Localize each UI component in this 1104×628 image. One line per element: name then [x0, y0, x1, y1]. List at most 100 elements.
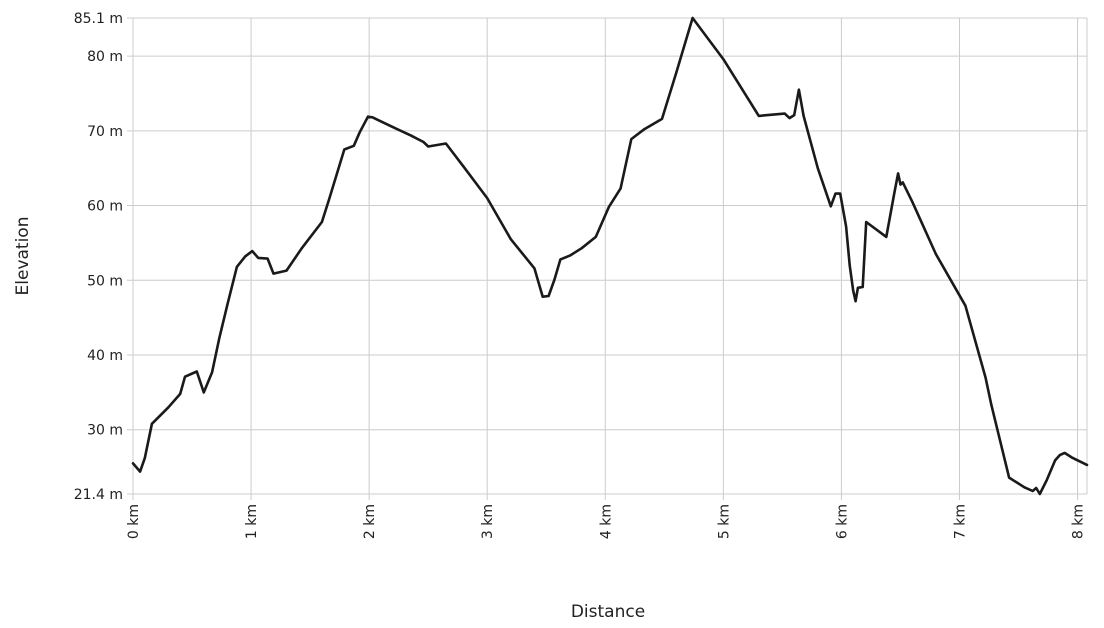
elevation-point — [547, 295, 550, 297]
x-tick-label: 8 km — [1071, 504, 1087, 539]
elevation-point — [266, 257, 269, 260]
elevation-point — [352, 144, 355, 147]
elevation-point — [553, 278, 556, 281]
elevation-point — [1023, 486, 1026, 489]
elevation-point — [568, 254, 571, 257]
elevation-point — [422, 141, 425, 143]
elevation-point — [783, 112, 786, 115]
elevation-point — [444, 142, 447, 145]
elevation-point — [1063, 451, 1066, 454]
elevation-point — [285, 269, 288, 272]
elevation-point — [852, 289, 855, 292]
elevation-point — [184, 375, 186, 378]
elevation-point — [132, 462, 134, 465]
elevation-point — [885, 235, 888, 238]
elevation-point — [486, 197, 489, 200]
elevation-point — [816, 167, 819, 170]
elevation-point — [358, 131, 361, 134]
elevation-point — [1008, 476, 1011, 479]
elevation-point — [1045, 478, 1048, 481]
elevation-point — [845, 225, 848, 228]
x-tick-label: 3 km — [480, 504, 496, 539]
elevation-point — [630, 138, 633, 141]
y-axis-title: Elevation — [13, 217, 33, 296]
elevation-point — [409, 134, 412, 137]
series-layer — [131, 16, 1089, 496]
grid-lines — [127, 17, 1088, 500]
y-tick-label: 30 m — [87, 423, 123, 439]
elevation-point — [251, 250, 254, 253]
elevation-point — [244, 255, 247, 258]
elevation-point — [793, 114, 796, 117]
elevation-point — [901, 181, 904, 184]
elevation-point — [834, 192, 837, 195]
elevation-point — [802, 114, 805, 117]
y-tick-label: 50 m — [87, 273, 123, 289]
elevation-point — [541, 295, 544, 298]
x-axis-title: Distance — [571, 602, 645, 622]
elevation-point — [1054, 459, 1057, 462]
elevation-point — [1035, 487, 1038, 489]
elevation-series-line — [131, 16, 1089, 496]
x-tick-label: 7 km — [952, 504, 968, 539]
y-tick-label: 21.4 m — [74, 487, 123, 503]
elevation-point — [897, 172, 900, 175]
elevation-point — [367, 115, 369, 118]
elevation-point — [661, 117, 663, 120]
elevation-point — [150, 422, 153, 425]
elevation-point — [462, 165, 465, 168]
x-tick-label: 0 km — [126, 504, 142, 539]
elevation-point — [854, 300, 857, 303]
elevation-point — [964, 304, 967, 307]
elevation-point — [1058, 454, 1061, 457]
elevation-point — [788, 117, 791, 120]
y-tick-label: 85.1 m — [74, 11, 123, 27]
elevation-point — [559, 258, 562, 261]
elevation-point — [343, 148, 346, 151]
elevation-point — [143, 457, 146, 460]
elevation-point — [829, 205, 832, 208]
y-tick-label: 60 m — [87, 199, 123, 215]
x-tick-label: 1 km — [244, 504, 260, 539]
elevation-point — [848, 264, 851, 267]
elevation-point — [1070, 456, 1073, 459]
y-tick-label: 80 m — [87, 49, 123, 65]
elevation-point — [272, 272, 275, 275]
x-tick-label: 6 km — [834, 504, 850, 539]
elevation-point — [371, 116, 374, 119]
elevation-point — [856, 286, 859, 289]
elevation-point — [211, 371, 214, 374]
elevation-point — [226, 303, 229, 306]
elevation-point — [757, 114, 760, 117]
elevation-point — [899, 183, 902, 186]
x-tick-label: 5 km — [716, 504, 732, 539]
elevation-point — [257, 256, 260, 259]
elevation-point — [934, 253, 937, 256]
elevation-point — [643, 128, 646, 131]
y-tick-label: 70 m — [87, 124, 123, 140]
elevation-point — [1038, 493, 1041, 495]
elevation-point — [607, 206, 610, 209]
elevation-point — [594, 235, 597, 238]
elevation-point — [691, 17, 694, 19]
elevation-point — [139, 470, 142, 473]
elevation-point — [235, 265, 238, 268]
elevation-point — [509, 238, 512, 241]
x-tick-label: 2 km — [362, 504, 378, 539]
elevation-point — [580, 247, 583, 250]
elevation-point — [179, 392, 182, 395]
x-tick-label: 4 km — [598, 504, 614, 539]
elevation-point — [675, 72, 678, 75]
elevation-point — [865, 221, 868, 223]
elevation-point — [328, 198, 330, 201]
elevation-point — [218, 337, 221, 340]
elevation-point — [839, 192, 842, 195]
elevation-point — [300, 247, 303, 250]
elevation-point — [533, 267, 536, 270]
elevation-point — [911, 200, 914, 203]
y-tick-label: 40 m — [87, 348, 123, 364]
elevation-point — [722, 58, 725, 61]
elevation-point — [861, 286, 864, 288]
